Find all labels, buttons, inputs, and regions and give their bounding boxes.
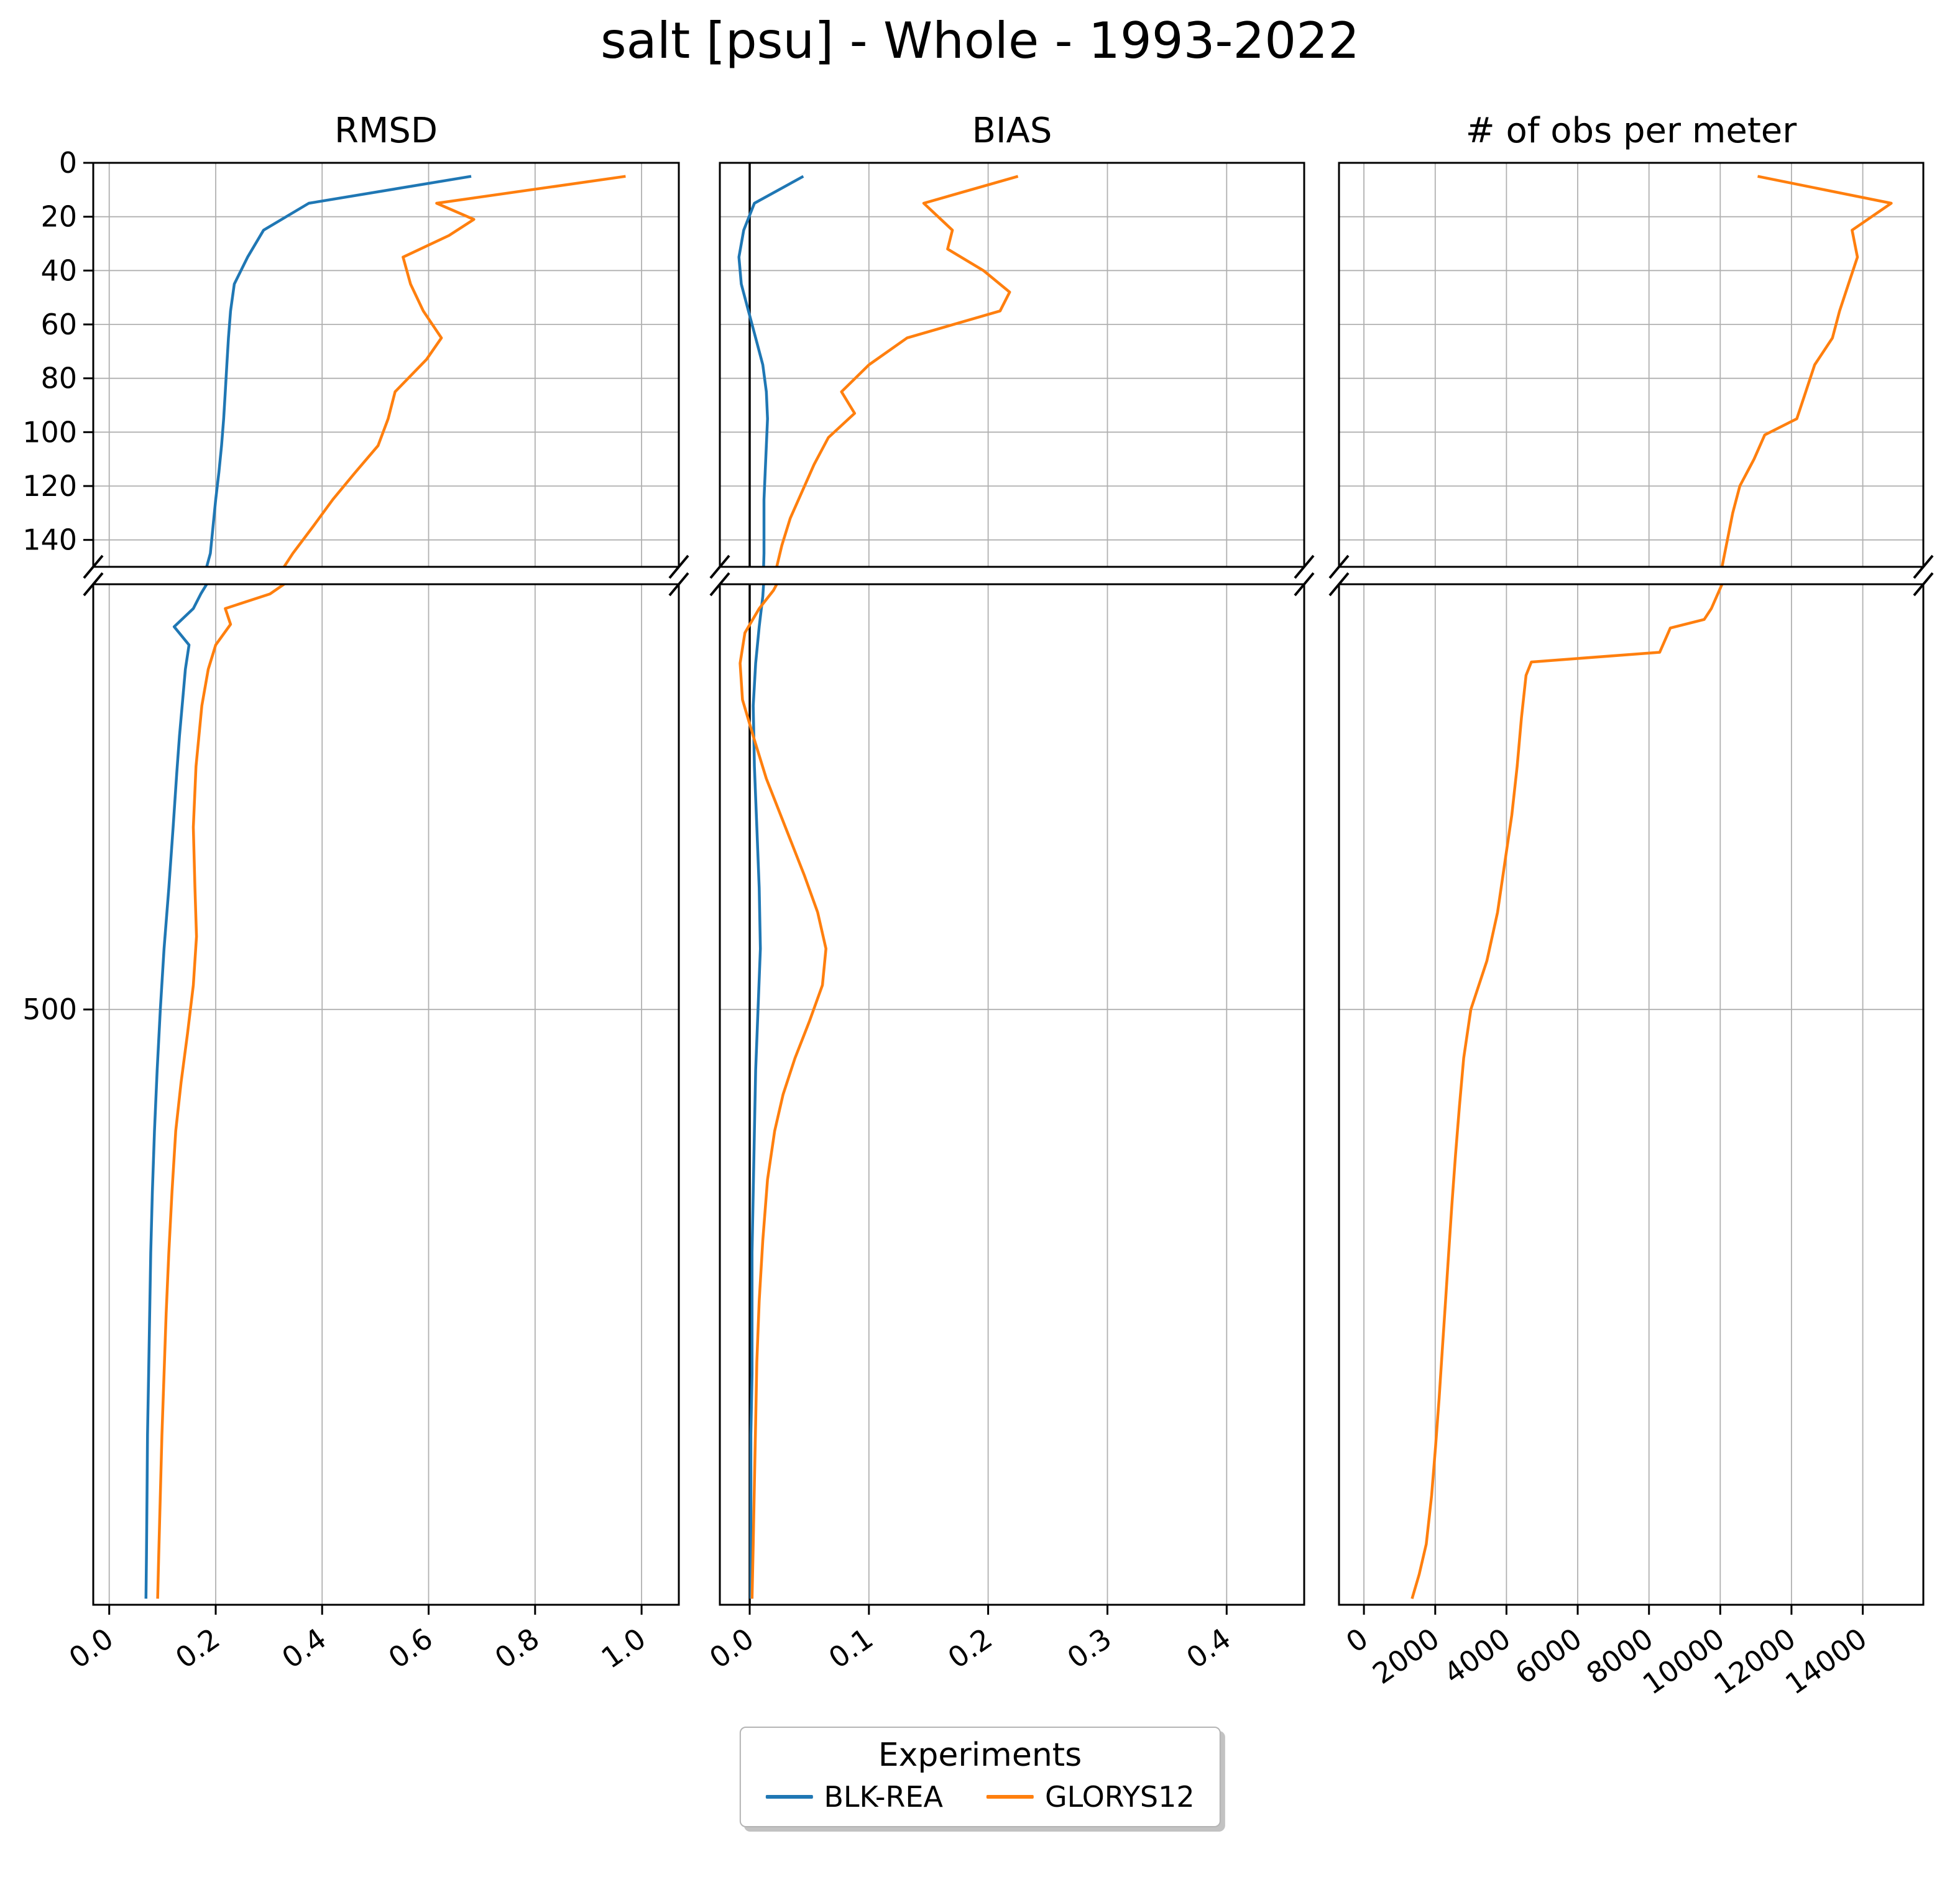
svg-text:14000: 14000: [1779, 1622, 1873, 1701]
panel-title-rmsd: RMSD: [334, 111, 438, 151]
svg-text:0.6: 0.6: [382, 1622, 439, 1675]
svg-text:0.4: 0.4: [1180, 1622, 1237, 1675]
legend-title: Experiments: [878, 1737, 1082, 1774]
svg-text:20: 20: [40, 200, 77, 234]
svg-text:0.1: 0.1: [822, 1622, 879, 1675]
svg-text:500: 500: [22, 993, 77, 1026]
svg-text:0.2: 0.2: [169, 1622, 226, 1675]
svg-text:2000: 2000: [1366, 1622, 1445, 1691]
svg-text:0.0: 0.0: [703, 1622, 760, 1675]
svg-text:120: 120: [22, 469, 77, 503]
figure-title: salt [psu] - Whole - 1993-2022: [600, 12, 1360, 70]
legend-label-blk-rea: BLK-REA: [824, 1780, 943, 1814]
svg-text:10000: 10000: [1637, 1622, 1731, 1701]
svg-text:0.3: 0.3: [1061, 1622, 1118, 1675]
svg-text:0.2: 0.2: [942, 1622, 998, 1675]
legend-items: BLK-REA GLORYS12: [765, 1780, 1195, 1814]
svg-text:0.8: 0.8: [489, 1622, 545, 1675]
svg-text:0: 0: [1340, 1622, 1374, 1659]
legend-item-glorys12: GLORYS12: [986, 1780, 1195, 1814]
svg-text:100: 100: [22, 415, 77, 449]
legend: Experiments BLK-REA GLORYS12: [739, 1727, 1221, 1827]
svg-text:4000: 4000: [1438, 1622, 1517, 1691]
svg-text:0.0: 0.0: [63, 1622, 119, 1675]
svg-text:1.0: 1.0: [596, 1622, 652, 1675]
svg-text:80: 80: [40, 362, 77, 395]
svg-text:12000: 12000: [1708, 1622, 1801, 1701]
legend-item-blk-rea: BLK-REA: [765, 1780, 943, 1814]
blk-rea-line-sample: [765, 1795, 813, 1799]
svg-text:0.4: 0.4: [276, 1622, 333, 1675]
svg-text:60: 60: [40, 308, 77, 341]
legend-label-glorys12: GLORYS12: [1044, 1780, 1195, 1814]
panel-title-bias: BIAS: [972, 111, 1052, 151]
svg-text:0: 0: [59, 146, 77, 180]
svg-text:40: 40: [40, 254, 77, 287]
panel-title-obs: # of obs per meter: [1465, 111, 1797, 151]
svg-text:140: 140: [22, 523, 77, 557]
svg-text:6000: 6000: [1509, 1622, 1588, 1691]
glorys12-line-sample: [986, 1795, 1034, 1799]
